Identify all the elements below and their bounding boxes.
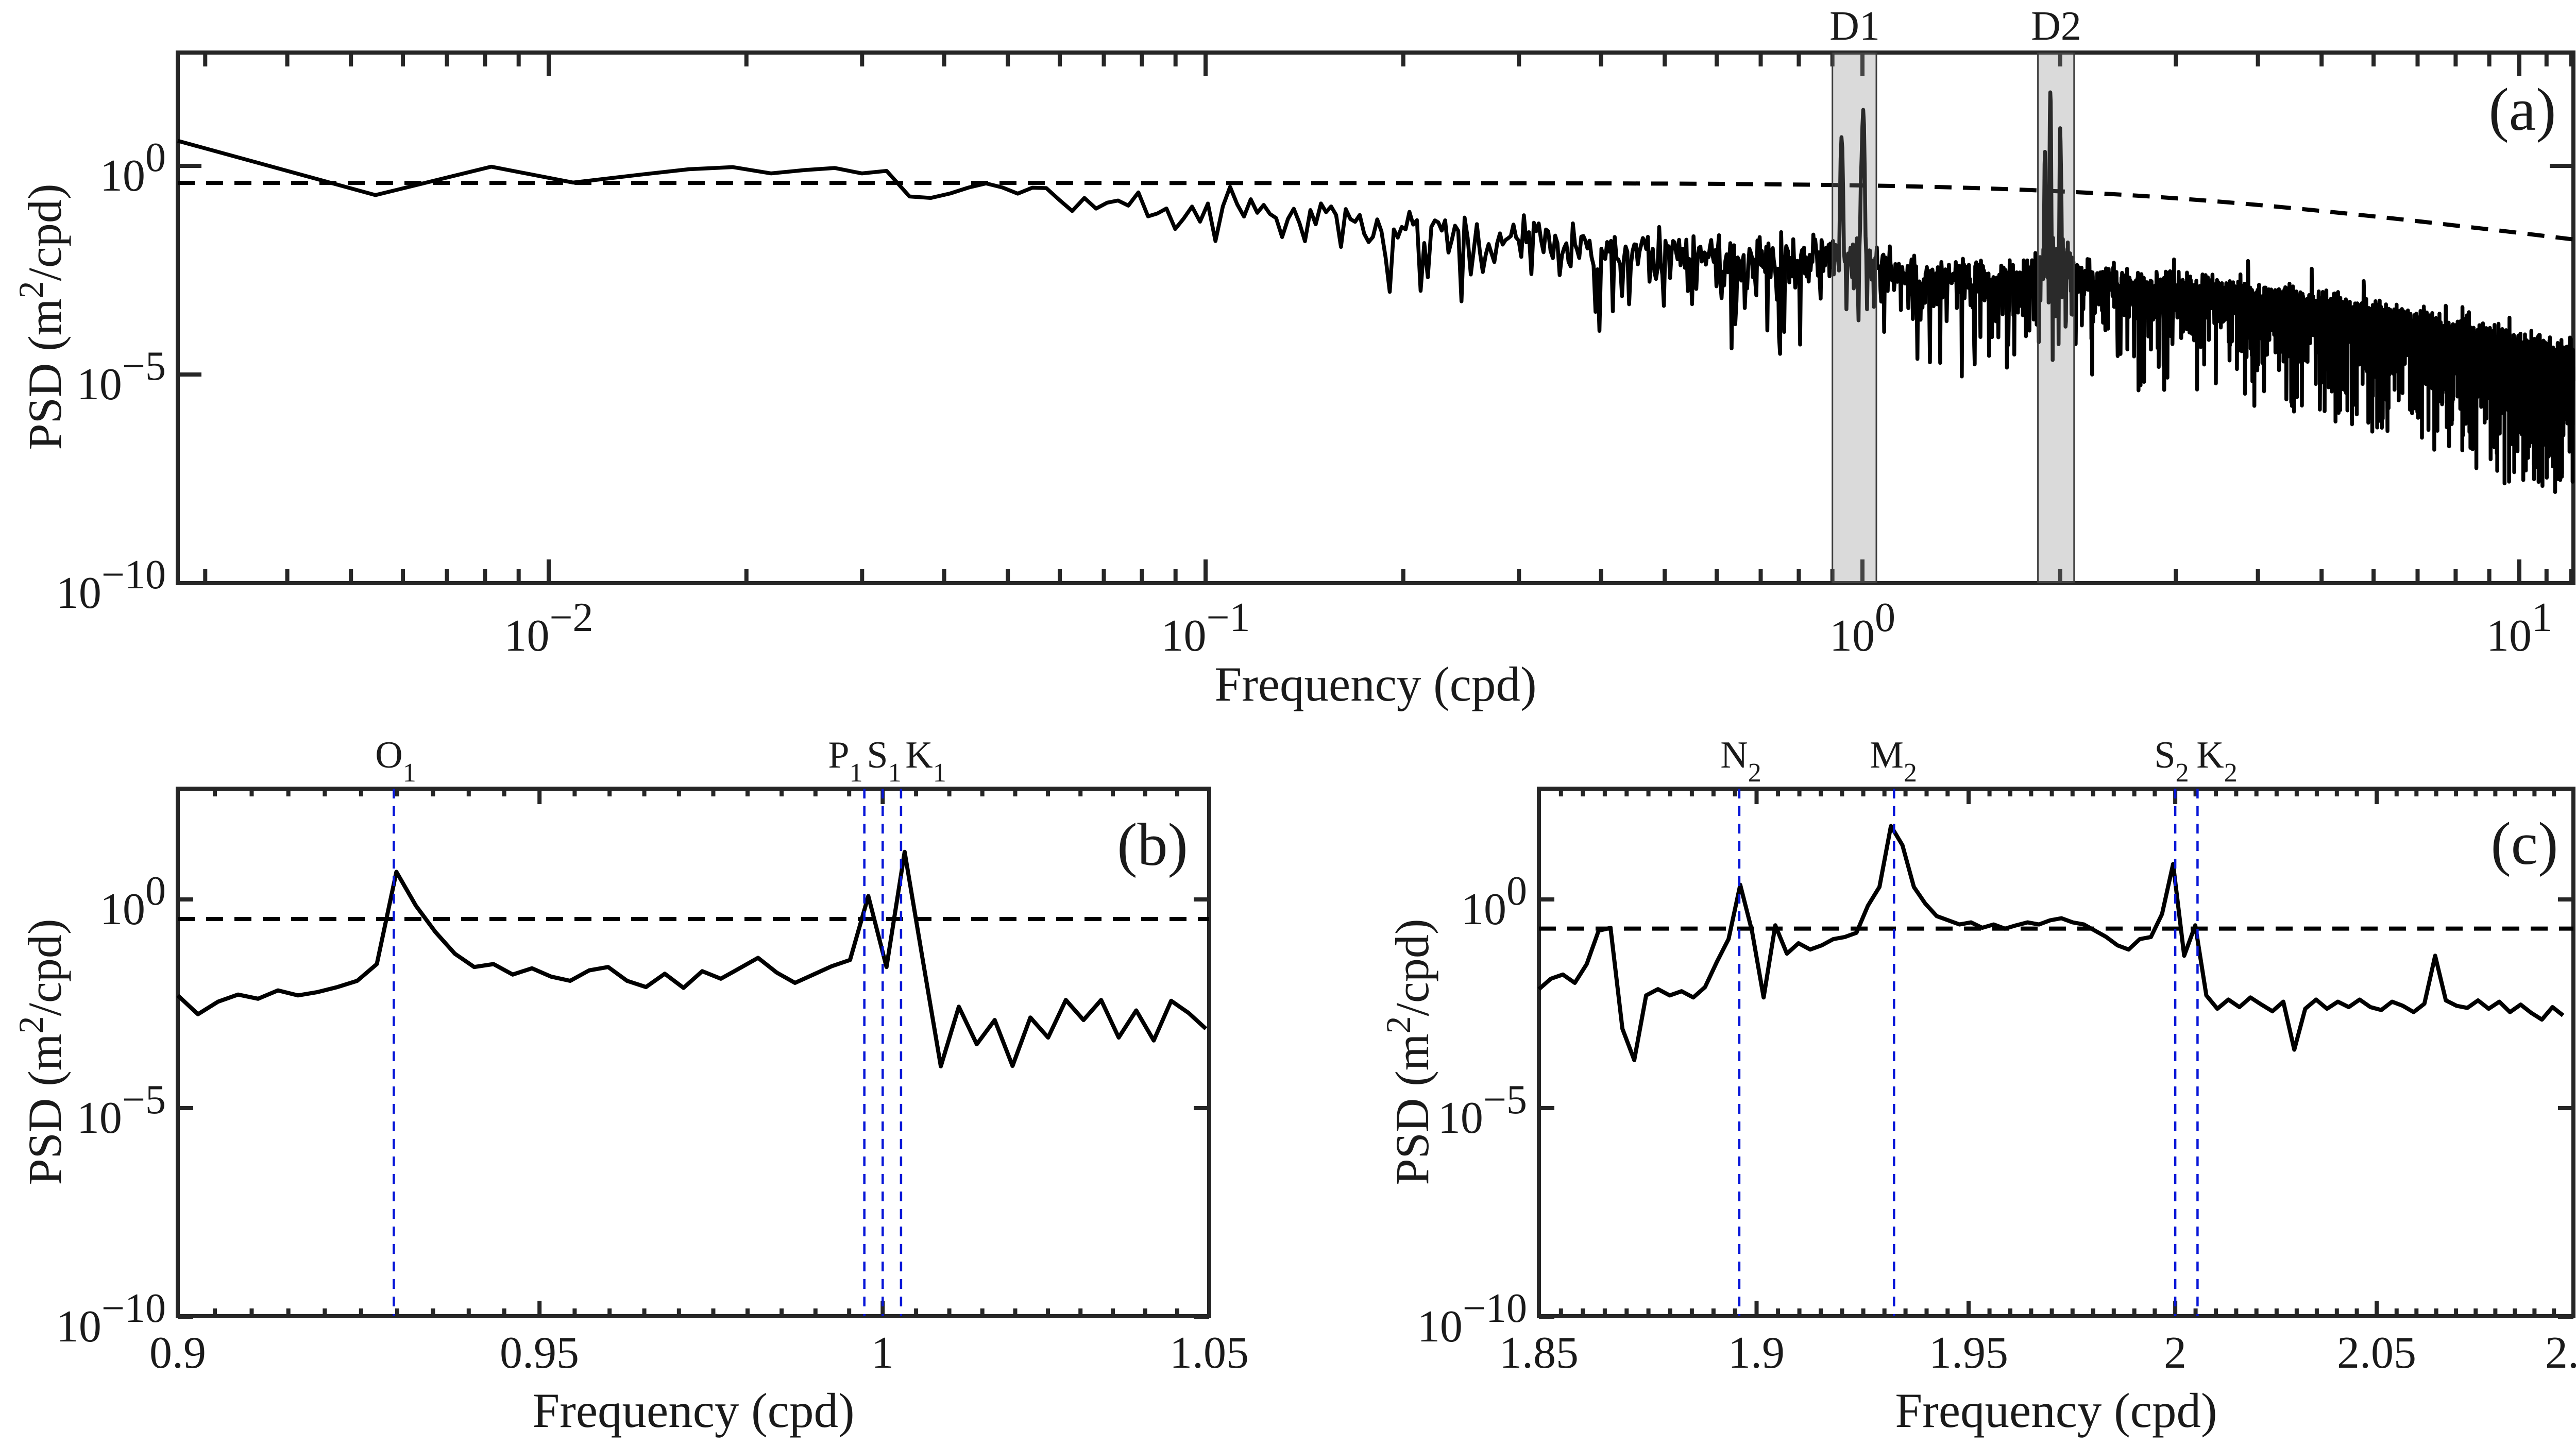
svg-text:PSD (m2/cpd): PSD (m2/cpd) xyxy=(11,919,71,1185)
svg-text:1.85: 1.85 xyxy=(1499,1328,1579,1378)
svg-text:2.05: 2.05 xyxy=(2337,1328,2416,1378)
svg-text:PSD (m2/cpd): PSD (m2/cpd) xyxy=(11,184,71,450)
svg-text:(a): (a) xyxy=(2489,76,2556,143)
svg-text:Frequency (cpd): Frequency (cpd) xyxy=(532,1383,854,1438)
svg-text:2.1: 2.1 xyxy=(2545,1328,2576,1378)
svg-text:0.95: 0.95 xyxy=(500,1328,579,1378)
svg-text:1: 1 xyxy=(871,1328,894,1378)
svg-text:1.05: 1.05 xyxy=(1170,1328,1249,1378)
svg-text:Frequency (cpd): Frequency (cpd) xyxy=(1895,1383,2217,1438)
svg-text:2: 2 xyxy=(2164,1328,2187,1378)
svg-text:0.9: 0.9 xyxy=(149,1328,206,1378)
svg-text:(c): (c) xyxy=(2491,810,2558,877)
svg-text:D1: D1 xyxy=(1829,4,1880,49)
svg-text:1.95: 1.95 xyxy=(1929,1328,2008,1378)
svg-text:Frequency (cpd): Frequency (cpd) xyxy=(1214,657,1536,711)
svg-text:1.9: 1.9 xyxy=(1728,1328,1785,1378)
svg-text:(b): (b) xyxy=(1117,811,1188,878)
svg-text:D2: D2 xyxy=(2031,4,2081,49)
svg-text:PSD (m2/cpd): PSD (m2/cpd) xyxy=(1379,919,1438,1185)
